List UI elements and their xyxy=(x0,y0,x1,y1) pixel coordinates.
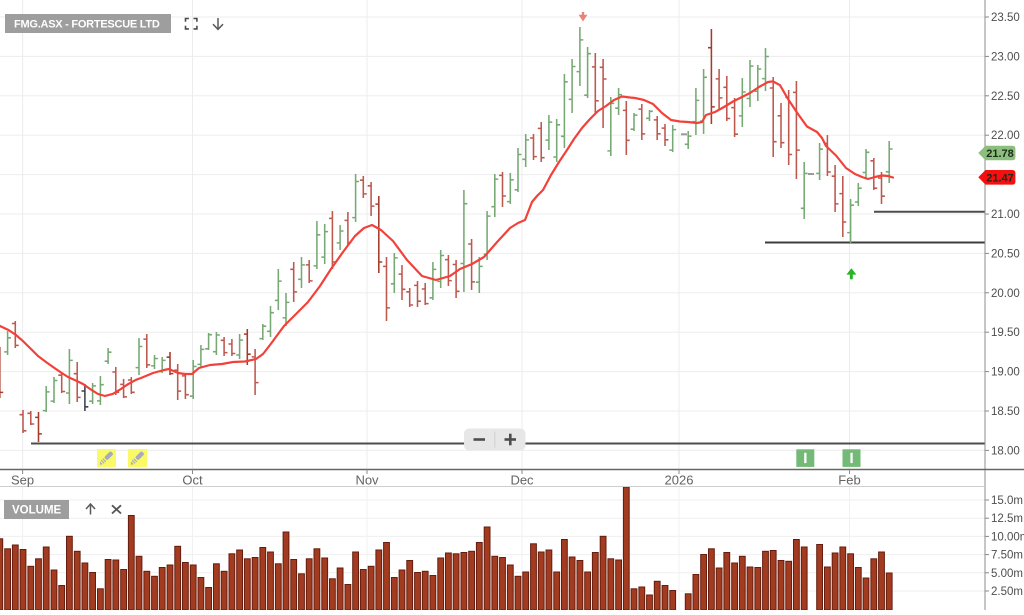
svg-text:Dec: Dec xyxy=(510,473,534,488)
svg-text:18.50: 18.50 xyxy=(991,406,1020,418)
svg-text:2026: 2026 xyxy=(665,473,694,488)
svg-text:15.0m: 15.0m xyxy=(991,495,1023,507)
svg-text:23.00: 23.00 xyxy=(991,51,1020,63)
svg-text:23.50: 23.50 xyxy=(991,12,1020,24)
svg-text:Nov: Nov xyxy=(355,473,379,488)
svg-text:21.47: 21.47 xyxy=(986,172,1014,184)
svg-text:Oct: Oct xyxy=(182,473,203,488)
svg-text:VOLUME: VOLUME xyxy=(12,505,62,517)
svg-text:FMG.ASX - FORTESCUE LTD: FMG.ASX - FORTESCUE LTD xyxy=(14,19,160,31)
svg-text:20.00: 20.00 xyxy=(991,288,1020,300)
svg-text:7.50m: 7.50m xyxy=(991,550,1023,562)
svg-text:21.00: 21.00 xyxy=(991,209,1020,221)
svg-text:18.00: 18.00 xyxy=(991,445,1020,457)
svg-text:21.78: 21.78 xyxy=(986,148,1014,160)
svg-text:19.50: 19.50 xyxy=(991,327,1020,339)
svg-text:5.00m: 5.00m xyxy=(991,568,1023,580)
svg-text:22.00: 22.00 xyxy=(991,130,1020,142)
svg-text:19.00: 19.00 xyxy=(991,367,1020,379)
svg-text:10.00m: 10.00m xyxy=(991,531,1024,543)
svg-text:22.50: 22.50 xyxy=(991,91,1020,103)
svg-text:2.50m: 2.50m xyxy=(991,586,1023,598)
svg-text:12.5m: 12.5m xyxy=(991,513,1023,525)
svg-text:Sep: Sep xyxy=(11,473,34,488)
svg-text:20.50: 20.50 xyxy=(991,248,1020,260)
svg-text:Feb: Feb xyxy=(838,473,860,488)
